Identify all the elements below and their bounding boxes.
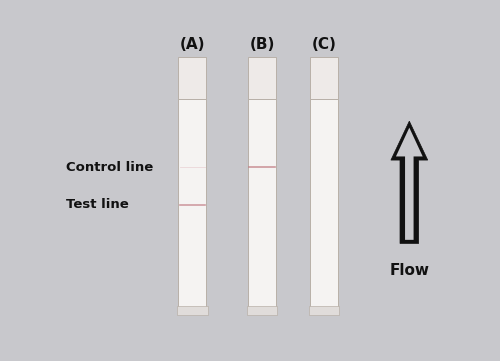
Bar [178,99,206,308]
Text: Test line: Test line [66,198,129,211]
Text: Flow: Flow [390,263,430,278]
Text: (A): (A) [180,37,205,52]
Bar [178,57,206,99]
Bar [248,57,276,99]
Text: (B): (B) [250,37,275,52]
Polygon shape [391,121,428,243]
Text: (C): (C) [312,37,336,52]
Bar [308,306,340,315]
Bar [310,57,338,99]
Bar [246,306,278,315]
Bar [248,99,276,308]
Bar [310,99,338,308]
Text: Control line: Control line [66,161,154,174]
Polygon shape [396,128,422,240]
Bar [177,306,208,315]
